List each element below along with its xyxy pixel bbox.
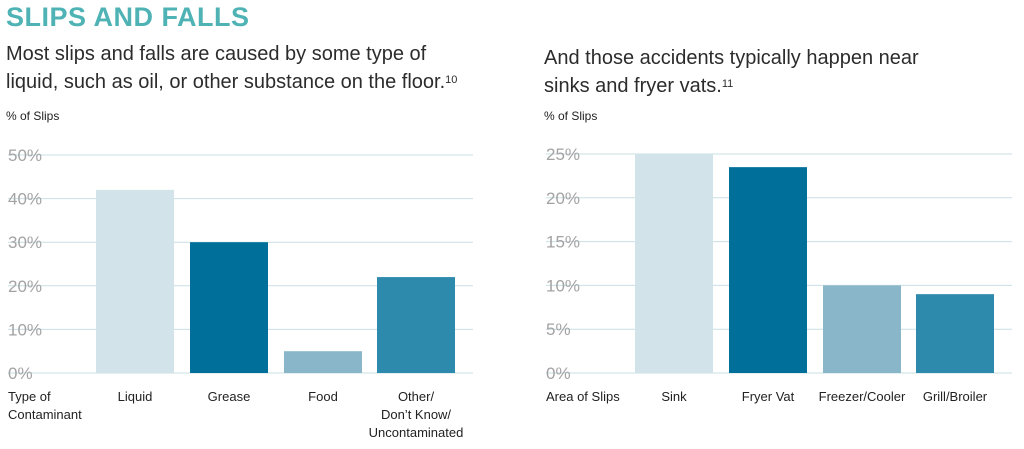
left-chart-y-tick-label: 10% xyxy=(8,320,42,339)
right-chart-y-tick-label: 5% xyxy=(546,320,571,339)
right-chart-y-tick-label: 15% xyxy=(546,233,580,252)
right-chart-bar xyxy=(823,285,901,373)
right-chart-subtitle: And those accidents typically happen nea… xyxy=(544,44,964,100)
left-chart-category-label: Don’t Know/ xyxy=(381,407,451,422)
left-chart-subtitle: Most slips and falls are caused by some … xyxy=(6,40,476,96)
left-chart-bar xyxy=(284,351,362,373)
left-chart-y-tick-label: 20% xyxy=(8,277,42,296)
right-chart-category-label: Fryer Vat xyxy=(742,389,795,404)
right-chart-y-tick-label: 10% xyxy=(546,276,580,295)
right-chart-bar xyxy=(916,294,994,373)
left-chart-y-axis-label: % of Slips xyxy=(6,109,60,123)
right-chart-y-tick-label: 25% xyxy=(546,145,580,164)
right-chart-x-axis-title: Area of Slips xyxy=(546,389,620,404)
left-chart-category-label: Uncontaminated xyxy=(369,425,464,440)
right-chart-category-label: Grill/Broiler xyxy=(923,389,988,404)
right-chart-bar xyxy=(729,167,807,373)
left-chart-y-tick-label: 0% xyxy=(8,364,33,383)
left-chart-category-label: Grease xyxy=(208,389,251,404)
left-chart-x-axis-title: Type of xyxy=(8,389,51,404)
left-chart-category-label: Liquid xyxy=(118,389,153,404)
left-chart-subtitle-text: Most slips and falls are caused by some … xyxy=(6,43,446,93)
left-chart-bar xyxy=(190,242,268,373)
page-title: SLIPS AND FALLS xyxy=(6,2,250,32)
right-chart-category-label: Freezer/Cooler xyxy=(819,389,906,404)
right-chart-category-label: Sink xyxy=(661,389,687,404)
left-chart-y-tick-label: 40% xyxy=(8,190,42,209)
left-chart-bar xyxy=(96,189,174,373)
left-chart-footnote: 10 xyxy=(445,74,458,86)
left-chart-y-tick-label: 50% xyxy=(8,146,42,165)
left-chart-x-axis-title: Contaminant xyxy=(8,407,82,422)
left-chart-category-label: Other/ xyxy=(398,389,435,404)
right-chart-bar xyxy=(635,154,713,373)
left-chart-bar xyxy=(377,277,455,373)
right-chart-y-tick-label: 0% xyxy=(546,364,571,383)
right-chart-y-axis-label: % of Slips xyxy=(544,109,598,123)
right-chart-footnote: 11 xyxy=(721,78,734,90)
left-chart-y-tick-label: 30% xyxy=(8,233,42,252)
right-chart-subtitle-text: And those accidents typically happen nea… xyxy=(544,47,919,97)
right-chart-y-tick-label: 20% xyxy=(546,189,580,208)
left-chart-category-label: Food xyxy=(308,389,338,404)
